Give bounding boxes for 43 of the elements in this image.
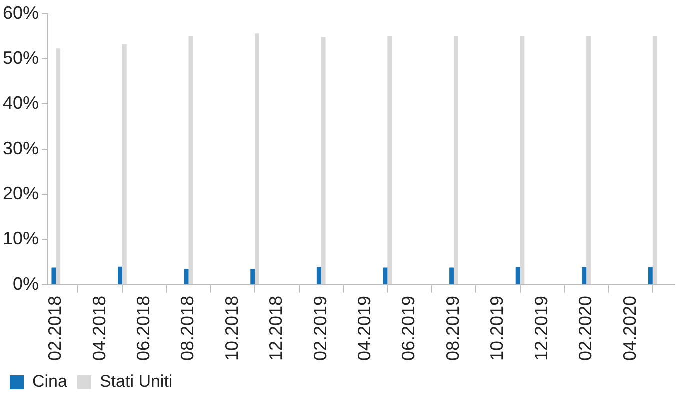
bar bbox=[383, 268, 388, 284]
y-tick-label: 20% bbox=[2, 184, 40, 204]
x-tick-label: 04.2019 bbox=[354, 296, 375, 362]
bar bbox=[454, 36, 458, 284]
x-tick-label: 12.2019 bbox=[531, 296, 552, 362]
bar bbox=[184, 269, 189, 284]
x-tick-label: 04.2018 bbox=[89, 296, 110, 362]
x-tick-label: 10.2018 bbox=[222, 296, 242, 362]
bar bbox=[188, 36, 194, 284]
x-tick-label: 12.2018 bbox=[266, 296, 286, 362]
y-tick-label: 50% bbox=[2, 48, 40, 68]
bar bbox=[450, 268, 454, 284]
bar bbox=[321, 37, 326, 284]
bar bbox=[56, 48, 61, 284]
bar bbox=[255, 34, 260, 284]
x-tick-label: 06.2019 bbox=[398, 296, 419, 362]
legend-label: Cina bbox=[32, 372, 68, 392]
x-tick-label: 08.2018 bbox=[178, 296, 198, 362]
x-tick-label: 06.2018 bbox=[134, 296, 154, 362]
bar bbox=[516, 267, 520, 284]
legend-label: Stati Uniti bbox=[100, 372, 173, 392]
bar bbox=[582, 267, 587, 284]
bar bbox=[652, 36, 658, 284]
bar bbox=[586, 36, 592, 284]
y-tick-label: 60% bbox=[2, 2, 40, 23]
y-tick-label: 40% bbox=[2, 93, 40, 114]
x-tick-label: 10.2019 bbox=[487, 296, 508, 362]
bar bbox=[316, 267, 322, 284]
x-tick-label: 02.2018 bbox=[45, 296, 66, 362]
x-tick-label: 02.2020 bbox=[576, 296, 596, 362]
bar bbox=[122, 44, 127, 284]
bar bbox=[388, 36, 392, 284]
x-tick-label: 08.2019 bbox=[442, 296, 463, 362]
bar bbox=[648, 267, 653, 284]
bar bbox=[250, 269, 256, 284]
y-tick-label: 30% bbox=[2, 138, 40, 158]
bar bbox=[520, 36, 525, 284]
bar bbox=[118, 266, 122, 284]
x-tick-label: 04.2020 bbox=[620, 296, 640, 362]
y-tick-label: 0% bbox=[13, 274, 40, 294]
bar bbox=[52, 268, 56, 284]
x-tick-label: 02.2019 bbox=[310, 296, 330, 362]
y-tick-label: 10% bbox=[2, 228, 40, 249]
